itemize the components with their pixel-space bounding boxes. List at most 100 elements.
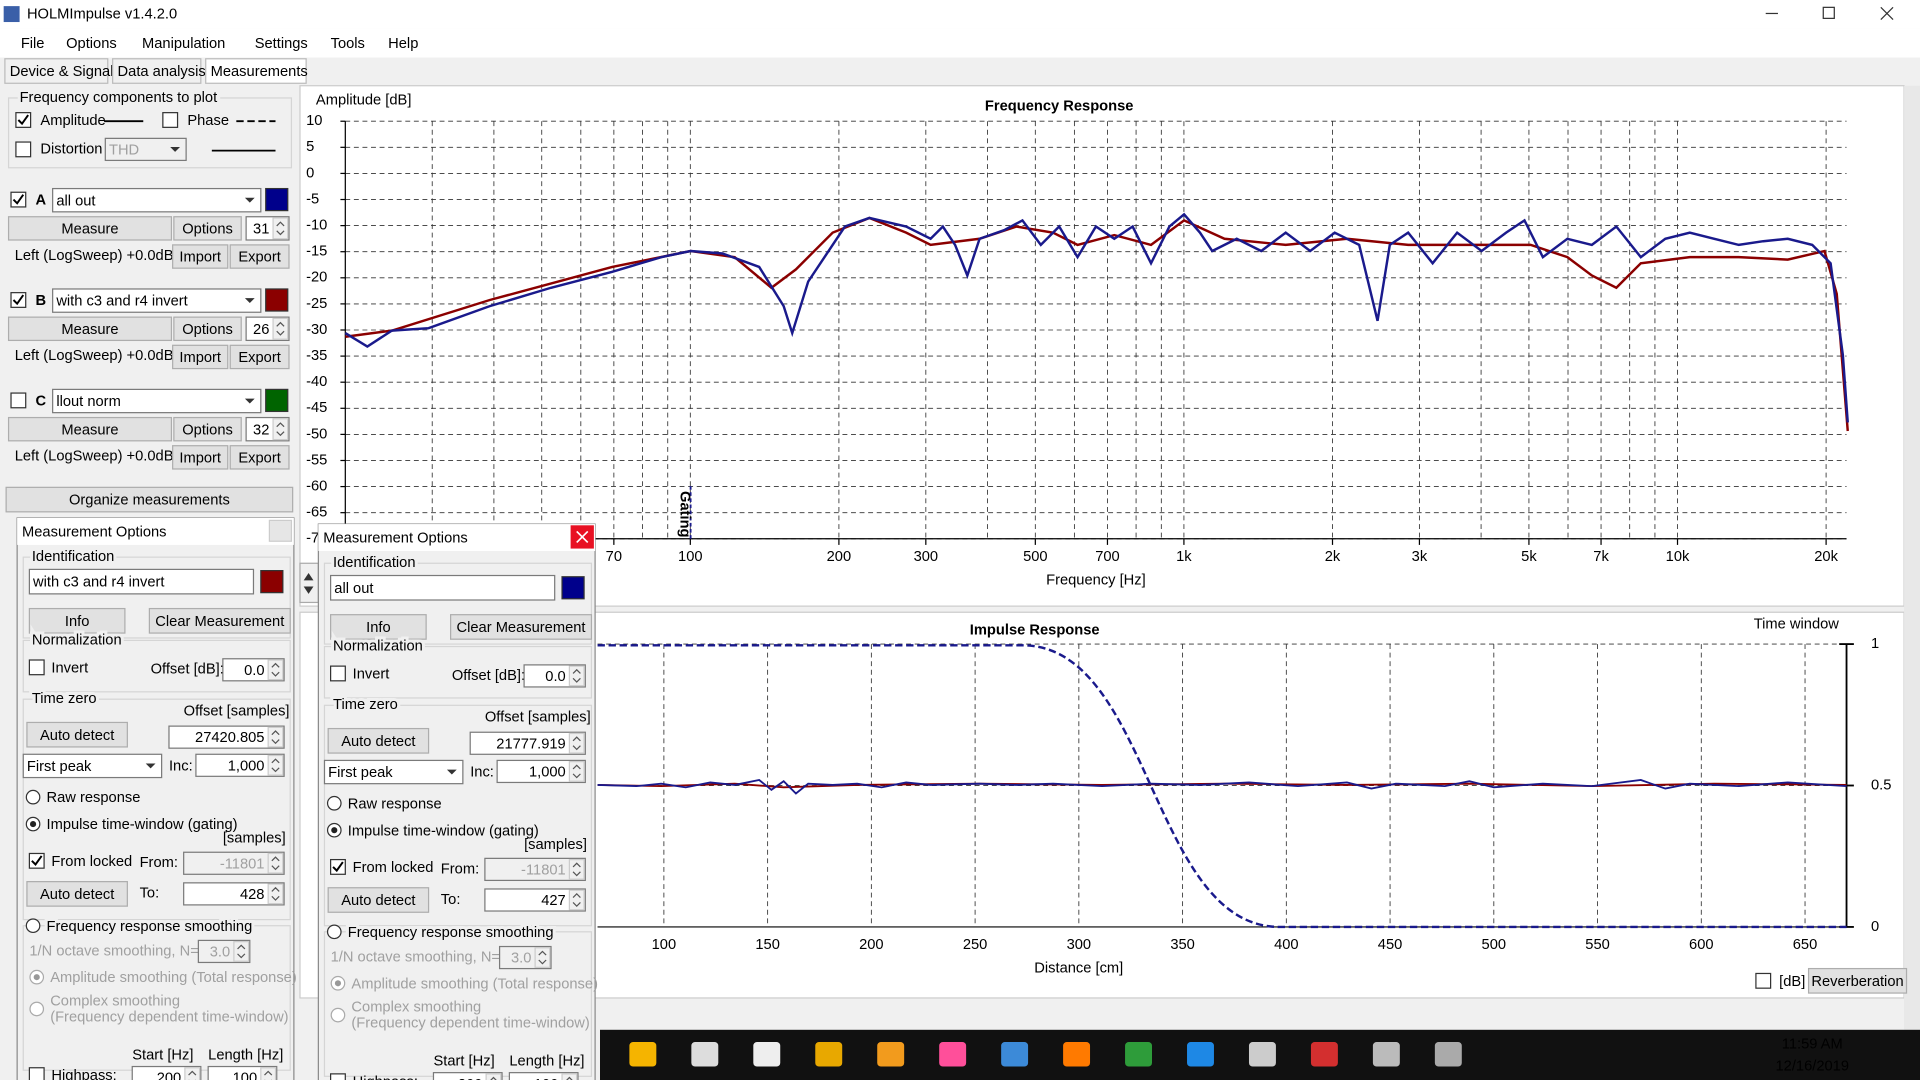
info-button[interactable] bbox=[28, 607, 126, 634]
raw-radio[interactable] bbox=[326, 795, 342, 811]
measurement-color[interactable] bbox=[265, 288, 289, 312]
measurement-color[interactable] bbox=[265, 388, 289, 413]
auto-detect-button[interactable] bbox=[327, 887, 430, 913]
menu-item[interactable]: Tools bbox=[331, 36, 365, 52]
highpass-checkbox[interactable] bbox=[28, 1067, 45, 1080]
octave-field-spinner[interactable] bbox=[534, 947, 551, 968]
distortion-checkbox[interactable] bbox=[15, 141, 32, 158]
highpass-start-field-spinner[interactable] bbox=[184, 1067, 201, 1080]
options-button[interactable] bbox=[173, 416, 242, 442]
measurement-combo-arrow[interactable] bbox=[244, 398, 255, 404]
raw-radio[interactable] bbox=[25, 789, 41, 805]
taskbar-icon[interactable] bbox=[1310, 1042, 1338, 1067]
info-button[interactable] bbox=[330, 614, 427, 640]
to-field[interactable] bbox=[484, 888, 586, 912]
measurement-combo[interactable] bbox=[52, 388, 262, 414]
db-checkbox[interactable] bbox=[1755, 972, 1772, 989]
clear-button[interactable] bbox=[450, 614, 593, 640]
import-button[interactable] bbox=[172, 244, 229, 269]
export-button[interactable] bbox=[229, 244, 290, 269]
peak-mode-combo[interactable] bbox=[22, 753, 163, 779]
measurement-combo-arrow[interactable] bbox=[244, 197, 255, 203]
measurement-color[interactable] bbox=[260, 570, 284, 594]
smoothing-radio[interactable] bbox=[326, 924, 342, 940]
measure-button[interactable] bbox=[7, 416, 173, 442]
from-locked-checkbox[interactable] bbox=[28, 852, 45, 869]
import-button[interactable] bbox=[172, 344, 229, 370]
taskbar-icon[interactable] bbox=[1001, 1042, 1029, 1067]
highpass-start-field[interactable] bbox=[432, 1072, 503, 1080]
highpass-start-field[interactable] bbox=[131, 1065, 202, 1080]
taskbar-icon[interactable] bbox=[629, 1042, 657, 1067]
measurement-combo[interactable] bbox=[52, 288, 262, 313]
taskbar-icon[interactable] bbox=[1248, 1042, 1276, 1067]
splitter-arrows[interactable] bbox=[299, 562, 319, 604]
options-button[interactable] bbox=[173, 316, 242, 342]
taskbar-icon[interactable] bbox=[939, 1042, 967, 1067]
offset-samples-field-spinner[interactable] bbox=[267, 726, 284, 748]
close-button[interactable] bbox=[1880, 6, 1894, 21]
amplitude-checkbox[interactable] bbox=[15, 112, 32, 128]
dialog-close[interactable] bbox=[268, 519, 293, 542]
reverberation-button[interactable] bbox=[1807, 967, 1908, 994]
measure-button[interactable] bbox=[7, 216, 173, 241]
measurement-number-spinner[interactable] bbox=[272, 317, 289, 340]
organize-button[interactable] bbox=[5, 486, 294, 513]
to-field-spinner[interactable] bbox=[568, 889, 585, 911]
inc-field-spinner[interactable] bbox=[568, 761, 585, 782]
auto-detect-button[interactable] bbox=[26, 721, 128, 748]
complex-smoothing-radio[interactable] bbox=[29, 1001, 45, 1017]
inc-field[interactable] bbox=[195, 753, 285, 777]
import-button[interactable] bbox=[172, 445, 229, 470]
clear-button[interactable] bbox=[148, 607, 291, 634]
tab[interactable] bbox=[4, 58, 109, 84]
measurement-checkbox[interactable] bbox=[10, 191, 27, 208]
tab[interactable] bbox=[205, 58, 307, 84]
taskbar-icon[interactable] bbox=[1372, 1042, 1400, 1067]
export-button[interactable] bbox=[229, 344, 290, 370]
taskbar-icon[interactable] bbox=[691, 1042, 719, 1067]
from-field-spinner[interactable] bbox=[267, 852, 284, 874]
highpass-length-field-spinner[interactable] bbox=[260, 1067, 277, 1080]
inc-field-spinner[interactable] bbox=[267, 754, 284, 776]
offset-db-field-spinner[interactable] bbox=[568, 665, 585, 687]
measure-button[interactable] bbox=[7, 316, 173, 342]
auto-detect-button[interactable] bbox=[327, 727, 430, 754]
distortion-combo[interactable] bbox=[104, 137, 187, 162]
export-button[interactable] bbox=[229, 445, 290, 470]
from-field[interactable] bbox=[484, 857, 586, 882]
from-field-spinner[interactable] bbox=[568, 858, 585, 880]
tab[interactable] bbox=[112, 58, 202, 84]
menu-item[interactable]: Manipulation bbox=[142, 36, 225, 52]
smoothing-radio[interactable] bbox=[25, 918, 41, 934]
peak-mode-combo-arrow[interactable] bbox=[446, 769, 457, 775]
measurement-color[interactable] bbox=[561, 576, 585, 600]
measurement-combo-arrow[interactable] bbox=[244, 298, 255, 304]
highpass-length-field[interactable] bbox=[207, 1065, 278, 1080]
inc-field[interactable] bbox=[496, 759, 586, 784]
measurement-number-spinner[interactable] bbox=[272, 217, 289, 240]
menu-item[interactable]: Help bbox=[388, 36, 418, 52]
menu-item[interactable]: File bbox=[21, 36, 45, 52]
invert-checkbox[interactable] bbox=[28, 659, 45, 676]
distortion-combo-arrow[interactable] bbox=[170, 146, 180, 152]
complex-smoothing-radio[interactable] bbox=[330, 1007, 346, 1023]
auto-detect-button[interactable] bbox=[26, 881, 128, 907]
taskbar-icon[interactable] bbox=[1187, 1042, 1214, 1067]
offset-samples-field[interactable] bbox=[168, 725, 285, 749]
to-field[interactable] bbox=[183, 882, 285, 906]
name-field[interactable] bbox=[28, 568, 255, 595]
measurement-color[interactable] bbox=[265, 187, 289, 212]
measurement-checkbox[interactable] bbox=[10, 292, 27, 308]
offset-samples-field-spinner[interactable] bbox=[568, 732, 585, 754]
to-field-spinner[interactable] bbox=[267, 883, 284, 905]
from-locked-checkbox[interactable] bbox=[330, 858, 346, 875]
menu-item[interactable]: Options bbox=[66, 36, 117, 52]
measurement-number-spinner[interactable] bbox=[272, 418, 289, 441]
from-field[interactable] bbox=[183, 851, 285, 875]
taskbar-icon[interactable] bbox=[815, 1042, 843, 1067]
invert-checkbox[interactable] bbox=[330, 665, 346, 682]
options-button[interactable] bbox=[173, 216, 242, 241]
peak-mode-combo-arrow[interactable] bbox=[145, 763, 156, 769]
taskbar-icon[interactable] bbox=[753, 1042, 781, 1067]
